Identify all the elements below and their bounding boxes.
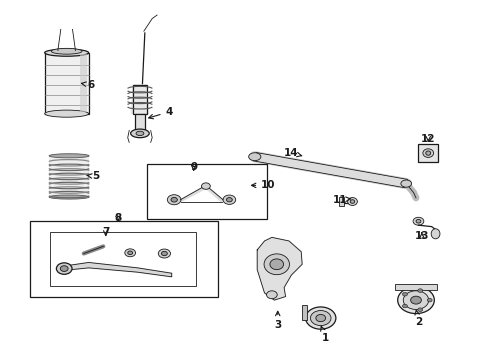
Ellipse shape [49, 154, 89, 158]
Text: 2: 2 [415, 310, 422, 327]
Ellipse shape [201, 183, 210, 189]
Text: 14: 14 [284, 148, 302, 158]
Ellipse shape [223, 195, 236, 204]
Ellipse shape [426, 151, 431, 155]
Ellipse shape [347, 198, 357, 206]
Ellipse shape [418, 289, 423, 292]
Text: 11: 11 [333, 195, 351, 205]
Ellipse shape [411, 296, 421, 304]
Ellipse shape [267, 291, 277, 299]
Ellipse shape [316, 315, 326, 321]
Text: 12: 12 [421, 134, 436, 144]
Bar [80, 54, 87, 112]
Ellipse shape [270, 259, 284, 270]
Text: 9: 9 [190, 162, 197, 172]
Ellipse shape [136, 131, 144, 135]
Text: 10: 10 [251, 180, 276, 190]
Bar [30, 221, 218, 297]
Text: 4: 4 [148, 107, 173, 119]
Ellipse shape [350, 200, 355, 203]
Ellipse shape [427, 298, 432, 302]
Ellipse shape [158, 249, 171, 258]
Text: 6: 6 [81, 80, 95, 90]
Ellipse shape [248, 153, 261, 161]
Bar [147, 164, 267, 220]
Ellipse shape [401, 180, 412, 187]
Ellipse shape [402, 304, 407, 308]
Ellipse shape [311, 311, 331, 325]
Ellipse shape [413, 217, 424, 225]
Text: 7: 7 [102, 227, 109, 237]
Polygon shape [180, 185, 223, 202]
Bar [45, 53, 89, 114]
Ellipse shape [306, 307, 336, 329]
Ellipse shape [171, 197, 177, 202]
Ellipse shape [264, 254, 290, 275]
Bar [49, 231, 196, 286]
Bar [49, 156, 89, 197]
Ellipse shape [418, 308, 423, 311]
Bar [302, 305, 307, 320]
Ellipse shape [431, 229, 440, 239]
Bar [133, 85, 147, 114]
Text: 8: 8 [114, 213, 122, 222]
Ellipse shape [167, 195, 181, 205]
Ellipse shape [45, 110, 89, 117]
Polygon shape [64, 262, 172, 277]
Text: 1: 1 [321, 327, 329, 343]
Ellipse shape [423, 149, 434, 157]
Ellipse shape [49, 195, 89, 199]
Ellipse shape [51, 48, 82, 54]
Text: 5: 5 [87, 171, 99, 181]
Ellipse shape [161, 251, 167, 256]
Bar [395, 284, 437, 290]
Ellipse shape [398, 287, 434, 314]
Ellipse shape [56, 263, 72, 274]
Polygon shape [253, 153, 408, 188]
Text: 3: 3 [274, 311, 281, 330]
Ellipse shape [226, 198, 232, 202]
Ellipse shape [416, 220, 421, 223]
Bar [339, 197, 343, 206]
Polygon shape [131, 85, 149, 114]
Bar [135, 114, 145, 130]
Ellipse shape [60, 266, 68, 271]
Ellipse shape [45, 49, 89, 56]
Polygon shape [257, 237, 302, 300]
Ellipse shape [131, 129, 149, 138]
Bar [418, 144, 438, 162]
Text: 13: 13 [415, 231, 429, 240]
Ellipse shape [128, 251, 133, 255]
Ellipse shape [403, 291, 429, 310]
Ellipse shape [402, 292, 407, 296]
Ellipse shape [125, 249, 136, 257]
